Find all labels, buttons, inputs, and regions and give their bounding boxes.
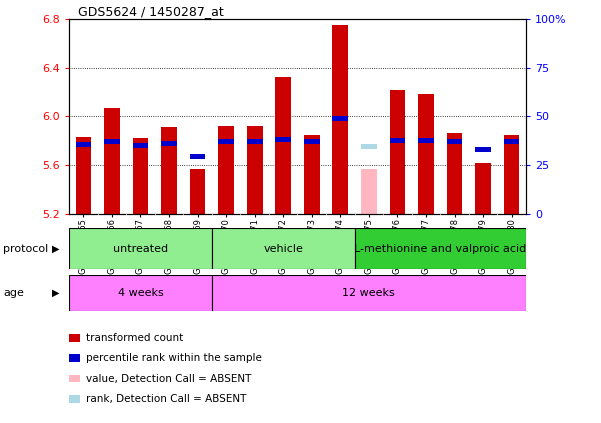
- Bar: [218, 126, 234, 214]
- Text: value, Detection Call = ABSENT: value, Detection Call = ABSENT: [86, 374, 251, 384]
- Bar: [133, 138, 148, 214]
- Bar: [361, 144, 377, 149]
- Bar: [161, 127, 177, 214]
- Text: 4 weeks: 4 weeks: [118, 288, 163, 298]
- Text: 12 weeks: 12 weeks: [343, 288, 395, 298]
- Text: GDS5624 / 1450287_at: GDS5624 / 1450287_at: [78, 5, 224, 18]
- Bar: [104, 108, 120, 214]
- Bar: [275, 77, 291, 214]
- Bar: [332, 25, 348, 214]
- Bar: [218, 140, 234, 144]
- Bar: [133, 143, 148, 148]
- Bar: [504, 140, 519, 144]
- Text: vehicle: vehicle: [263, 244, 303, 253]
- Bar: [304, 140, 320, 144]
- Bar: [332, 116, 348, 121]
- Bar: [504, 135, 519, 214]
- Bar: [76, 142, 91, 147]
- Bar: [447, 140, 462, 144]
- Text: ▶: ▶: [52, 244, 59, 253]
- Text: rank, Detection Call = ABSENT: rank, Detection Call = ABSENT: [86, 394, 246, 404]
- Text: percentile rank within the sample: percentile rank within the sample: [86, 353, 262, 363]
- Bar: [190, 154, 206, 159]
- Bar: [447, 133, 462, 214]
- Bar: [69, 228, 212, 269]
- Text: L-methionine and valproic acid: L-methionine and valproic acid: [354, 244, 526, 253]
- Bar: [161, 141, 177, 146]
- Bar: [361, 169, 377, 214]
- Text: untreated: untreated: [113, 244, 168, 253]
- Bar: [475, 147, 491, 151]
- Bar: [212, 228, 355, 269]
- Bar: [76, 137, 91, 214]
- Bar: [389, 138, 405, 143]
- Bar: [247, 126, 263, 214]
- Bar: [355, 228, 526, 269]
- Bar: [275, 137, 291, 142]
- Text: ▶: ▶: [52, 288, 59, 298]
- Text: transformed count: transformed count: [86, 333, 183, 343]
- Bar: [475, 162, 491, 214]
- Bar: [247, 140, 263, 144]
- Text: protocol: protocol: [3, 244, 48, 253]
- Text: age: age: [3, 288, 24, 298]
- Bar: [418, 138, 434, 143]
- Bar: [304, 135, 320, 214]
- Bar: [69, 275, 212, 311]
- Bar: [389, 90, 405, 214]
- Bar: [104, 140, 120, 144]
- Bar: [190, 169, 206, 214]
- Bar: [418, 94, 434, 214]
- Bar: [212, 275, 526, 311]
